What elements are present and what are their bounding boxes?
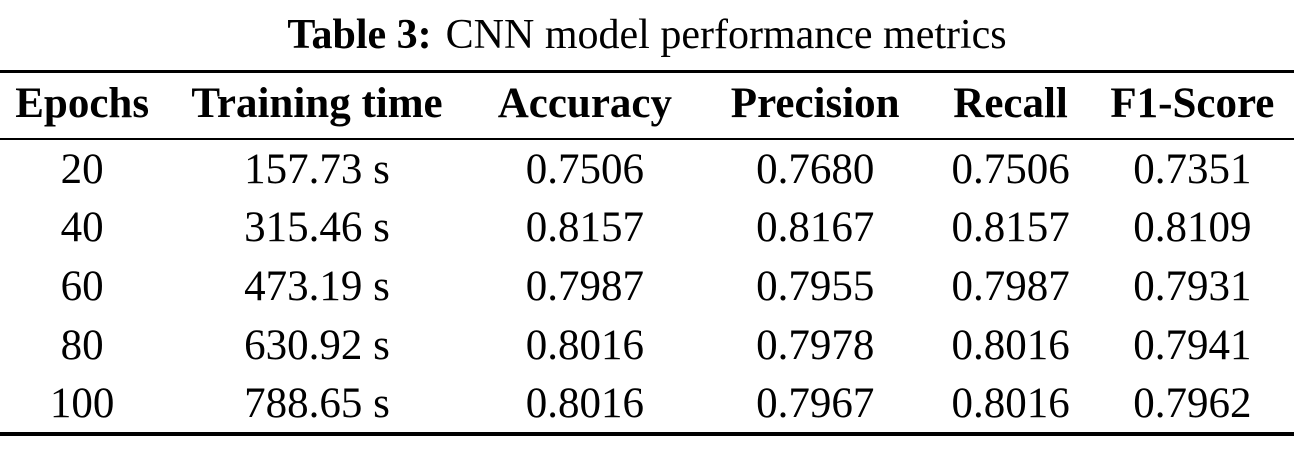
table-row: 40 315.46 s 0.8157 0.8167 0.8157 0.8109 [0,198,1294,257]
cell-epochs: 60 [60,263,104,310]
cell-epochs: 80 [60,322,104,369]
column-header-training-time: Training time [164,71,470,140]
cell-accuracy: 0.7987 [525,263,644,310]
table-body: 20 157.73 s 0.7506 0.7680 0.7506 0.7351 … [0,139,1294,434]
cell-training-time: 157.73 s [244,145,390,193]
cell-precision: 0.7680 [756,145,875,193]
table-row: 100 788.65 s 0.8016 0.7967 0.8016 0.7962 [0,375,1294,434]
cell-training-time: 630.92 s [244,322,390,369]
cell-recall: 0.8157 [951,204,1070,251]
cell-epochs: 40 [60,204,104,251]
cell-accuracy: 0.8157 [525,204,644,251]
cell-f1-score: 0.8109 [1133,204,1252,251]
column-header-recall: Recall [930,71,1091,140]
cell-epochs: 100 [49,380,115,427]
cell-precision: 0.7955 [756,263,875,310]
column-header-f1-score: F1-Score [1090,71,1294,140]
cell-f1-score: 0.7941 [1133,322,1252,369]
caption-text: CNN model performance metrics [445,12,1007,58]
cell-recall: 0.7506 [951,145,1070,193]
cell-epochs: 20 [60,145,104,193]
cell-training-time: 315.46 s [244,204,390,251]
cell-precision: 0.7978 [756,322,875,369]
column-header-epochs: Epochs [0,71,165,140]
header-row: Epochs Training time Accuracy Precision … [0,71,1294,140]
table-row: 80 630.92 s 0.8016 0.7978 0.8016 0.7941 [0,316,1294,375]
cell-training-time: 473.19 s [244,263,390,310]
table-header: Epochs Training time Accuracy Precision … [0,71,1294,140]
cell-accuracy: 0.8016 [525,322,644,369]
table-caption: Table 3: CNN model performance metrics [0,0,1294,70]
cell-training-time: 788.65 s [244,380,390,427]
caption-label: Table 3: [287,12,432,58]
column-header-precision: Precision [700,71,931,140]
metrics-table: Epochs Training time Accuracy Precision … [0,70,1294,436]
cell-f1-score: 0.7962 [1133,380,1252,427]
table-row: 20 157.73 s 0.7506 0.7680 0.7506 0.7351 [0,139,1294,198]
cell-recall: 0.8016 [951,322,1070,369]
column-header-accuracy: Accuracy [469,71,701,140]
cell-recall: 0.7987 [951,263,1070,310]
cell-f1-score: 0.7931 [1133,263,1252,310]
cell-accuracy: 0.8016 [525,380,644,427]
cell-accuracy: 0.7506 [525,145,644,193]
cell-precision: 0.8167 [756,204,875,251]
cell-f1-score: 0.7351 [1133,145,1252,193]
cell-precision: 0.7967 [756,380,875,427]
table-row: 60 473.19 s 0.7987 0.7955 0.7987 0.7931 [0,257,1294,316]
cell-recall: 0.8016 [951,380,1070,427]
